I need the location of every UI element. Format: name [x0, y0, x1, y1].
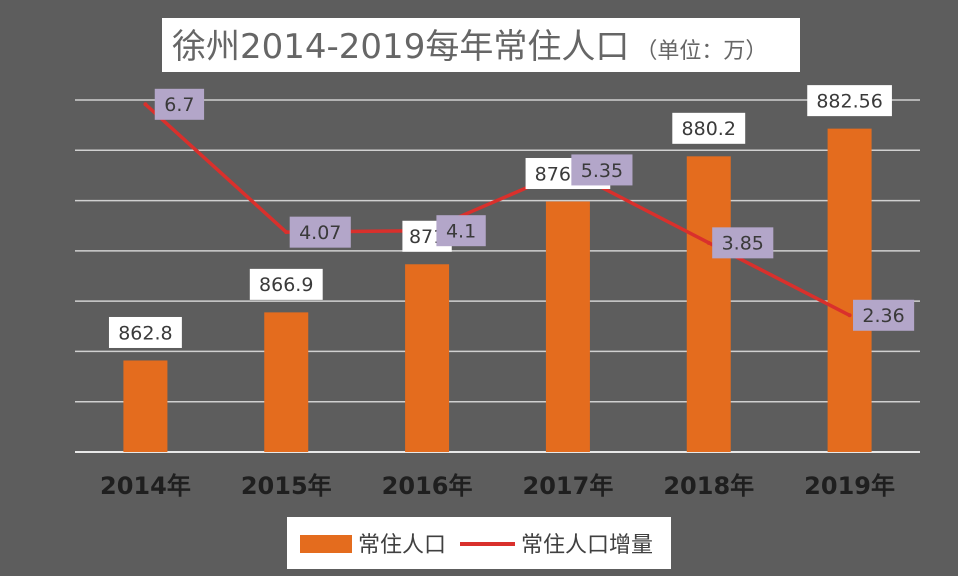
x-tick-2017年: 2017年 — [523, 472, 614, 500]
bar-2015年 — [264, 312, 309, 452]
bar-label-2016年: 871 — [409, 226, 445, 248]
line-label-2017年-box — [571, 154, 633, 186]
legend-swatch-bar — [300, 535, 352, 553]
line-point-2014年 — [143, 102, 148, 107]
bar-label-2019年: 882.56 — [816, 90, 882, 112]
chart-title-main: 徐州2014-2019每年常住人口 — [172, 27, 629, 67]
bar-label-2019年-box — [807, 85, 892, 117]
bar-2016年 — [405, 264, 450, 452]
x-tick-2016年: 2016年 — [382, 472, 473, 500]
chart-title: 徐州2014-2019每年常住人口 （单位：万） — [172, 27, 767, 67]
line-label-2019年-box — [853, 299, 915, 331]
x-axis: 2014年 2015年 2016年 2017年 2018年 2019年 — [100, 472, 895, 500]
line-label-2017年: 5.35 — [581, 160, 623, 182]
x-tick-2015年: 2015年 — [241, 472, 332, 500]
legend-label-line: 常住人口增量 — [521, 533, 653, 558]
line-label-2015年: 4.07 — [299, 222, 341, 244]
bar-label-2014年-box — [108, 316, 182, 348]
x-tick-2018年: 2018年 — [663, 472, 754, 500]
line-label-2014年-box — [154, 88, 205, 120]
line-point-2015年 — [284, 230, 289, 235]
line-point-2018年 — [706, 240, 711, 245]
bar-label-2014年: 862.8 — [118, 322, 172, 344]
chart-title-unit: （单位：万） — [635, 39, 767, 64]
bar-label-2018年: 880.2 — [682, 118, 736, 140]
line-label-2019年: 2.36 — [862, 305, 904, 327]
legend-label-bar: 常住人口 — [358, 533, 446, 558]
x-tick-2019年: 2019年 — [804, 472, 895, 500]
line-point-2019年 — [847, 313, 852, 318]
line-label-2014年: 6.7 — [164, 94, 194, 116]
bar-label-2015年-box — [249, 268, 323, 300]
chart-title-box — [162, 18, 800, 72]
bar-2019年 — [827, 128, 872, 452]
bar-label-2015年: 866.9 — [259, 274, 313, 296]
x-tick-2014年: 2014年 — [100, 472, 191, 500]
line-label-2015年-box — [289, 216, 351, 248]
bar-label-2018年-box — [672, 112, 746, 144]
bar-series — [123, 128, 872, 452]
bar-2017年 — [545, 201, 590, 452]
bar-2018年 — [686, 156, 731, 452]
line-label-2018年: 3.85 — [722, 233, 764, 255]
bar-2014年 — [123, 360, 168, 452]
line-label-2016年-box — [436, 215, 486, 247]
line-label-2016年: 4.1 — [446, 221, 476, 243]
line-label-2018年-box — [712, 227, 774, 259]
gridlines — [75, 99, 920, 453]
